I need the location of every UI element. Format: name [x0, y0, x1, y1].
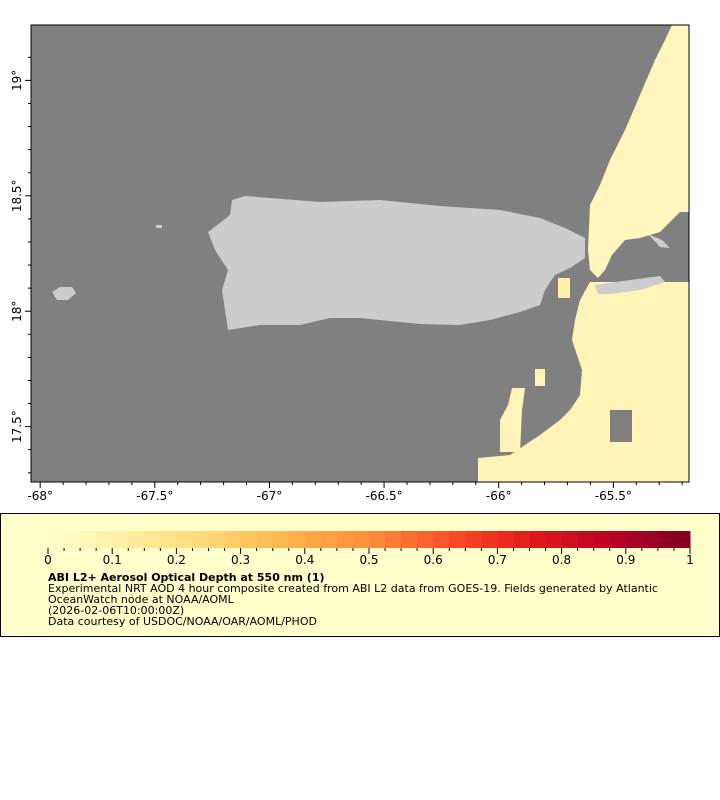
colorbar-segment: [256, 531, 274, 548]
colorbar-tick-label: 0.8: [552, 553, 571, 567]
colorbar-segment: [352, 531, 370, 548]
lon-tick-label: -67.5°: [136, 489, 173, 503]
lat-tick-label: 18°: [10, 301, 24, 322]
aod-region-south: [478, 282, 689, 482]
colorbar-tick-label: 0.9: [616, 553, 635, 567]
legend-description-cont: OceanWatch node at NOAA/AOML: [48, 593, 234, 606]
colorbar-segment: [657, 531, 675, 548]
colorbar-segment: [641, 531, 659, 548]
colorbar-tick-label: 0.5: [359, 553, 378, 567]
colorbar-segment: [336, 531, 354, 548]
vieques-land: [595, 276, 665, 294]
colorbar-segment: [112, 531, 129, 548]
colorbar-tick-label: 1: [686, 553, 694, 567]
colorbar-segment: [208, 531, 226, 548]
latitude-axis: 19° 18.5° 18° 17.5°: [10, 56, 31, 474]
colorbar-segment: [176, 531, 193, 548]
colorbar-segment: [545, 531, 563, 548]
aod-strip: [500, 388, 525, 452]
colorbar-segment: [497, 531, 514, 548]
lon-tick-label: -68°: [27, 489, 53, 503]
colorbar-tick-label: 0: [44, 553, 52, 567]
colorbar-segment: [192, 531, 209, 548]
colorbar-segment: [144, 531, 161, 548]
legend-description: Experimental NRT AOD 4 hour composite cr…: [48, 582, 658, 595]
colorbar-tick-label: 0.6: [424, 553, 443, 567]
colorbar-segment: [481, 531, 498, 548]
lon-tick-label: -66°: [486, 489, 512, 503]
colorbar-segment: [240, 531, 258, 548]
aod-patch: [558, 278, 570, 298]
colorbar: 0 0.1 0.2 0.3 0.4 0.5 0.6 0.7 0.8 0.9 1: [44, 531, 694, 567]
colorbar-segment: [465, 531, 482, 548]
culebra-land: [648, 234, 670, 248]
colorbar-tick-label: 0.2: [167, 553, 186, 567]
colorbar-segment: [385, 531, 402, 548]
colorbar-tick-label: 0.7: [488, 553, 507, 567]
mona-island-land: [52, 287, 76, 300]
colorbar-segment: [417, 531, 434, 548]
colorbar-segment: [288, 531, 306, 548]
legend-panel: 0 0.1 0.2 0.3 0.4 0.5 0.6 0.7 0.8 0.9 1 ABI L2+ Ae…: [0, 513, 720, 637]
colorbar-segment: [96, 531, 113, 548]
desecheo-land: [156, 225, 162, 228]
colorbar-segment: [401, 531, 418, 548]
colorbar-segment: [625, 531, 643, 548]
colorbar-segment: [673, 531, 691, 548]
colorbar-segment: [433, 531, 450, 548]
colorbar-segment: [272, 531, 290, 548]
colorbar-segment: [561, 531, 579, 548]
legend-title: ABI L2+ Aerosol Optical Depth at 550 nm …: [48, 571, 325, 584]
colorbar-tick-label: 0.3: [231, 553, 250, 567]
legend-time: (2026-02-06T10:00:00Z): [48, 604, 185, 617]
colorbar-segment: [64, 531, 81, 548]
lat-tick-label: 19°: [10, 70, 24, 91]
colorbar-segment: [48, 531, 65, 548]
lon-tick-label: -67°: [257, 489, 283, 503]
puerto-rico-land: [208, 196, 585, 330]
aod-region-northeast: [588, 25, 689, 278]
colorbar-segment: [593, 531, 611, 548]
colorbar-segment: [304, 531, 322, 548]
no-data-patch: [610, 410, 632, 442]
colorbar-tick-label: 0.4: [295, 553, 314, 567]
colorbar-tick-label: 0.1: [103, 553, 122, 567]
colorbar-segment: [160, 531, 177, 548]
lon-tick-label: -66.5°: [366, 489, 403, 503]
colorbar-segment: [80, 531, 97, 548]
colorbar-segment: [449, 531, 466, 548]
colorbar-segment: [224, 531, 242, 548]
colorbar-segment: [529, 531, 547, 548]
colorbar-segment: [369, 531, 386, 548]
longitude-axis: -68° -67.5° -67° -66.5° -66° -65.5°: [27, 482, 683, 503]
plot-frame: [30, 24, 690, 483]
colorbar-segment: [609, 531, 627, 548]
aod-map: -68° -67.5° -67° -66.5° -66° -65.5° 19°18.5°1…: [10, 24, 690, 503]
legend-credit: Data courtesy of USDOC/NOAA/OAR/AOML/PHO…: [48, 615, 317, 628]
colorbar-segment: [513, 531, 530, 548]
lon-tick-label: -65.5°: [595, 489, 632, 503]
colorbar-segment: [577, 531, 595, 548]
colorbar-segment: [320, 531, 338, 548]
lat-tick-label: 17.5°: [10, 410, 24, 443]
aod-patch: [535, 369, 545, 386]
colorbar-segment: [128, 531, 145, 548]
lat-tick-label: 18.5°: [10, 179, 24, 212]
